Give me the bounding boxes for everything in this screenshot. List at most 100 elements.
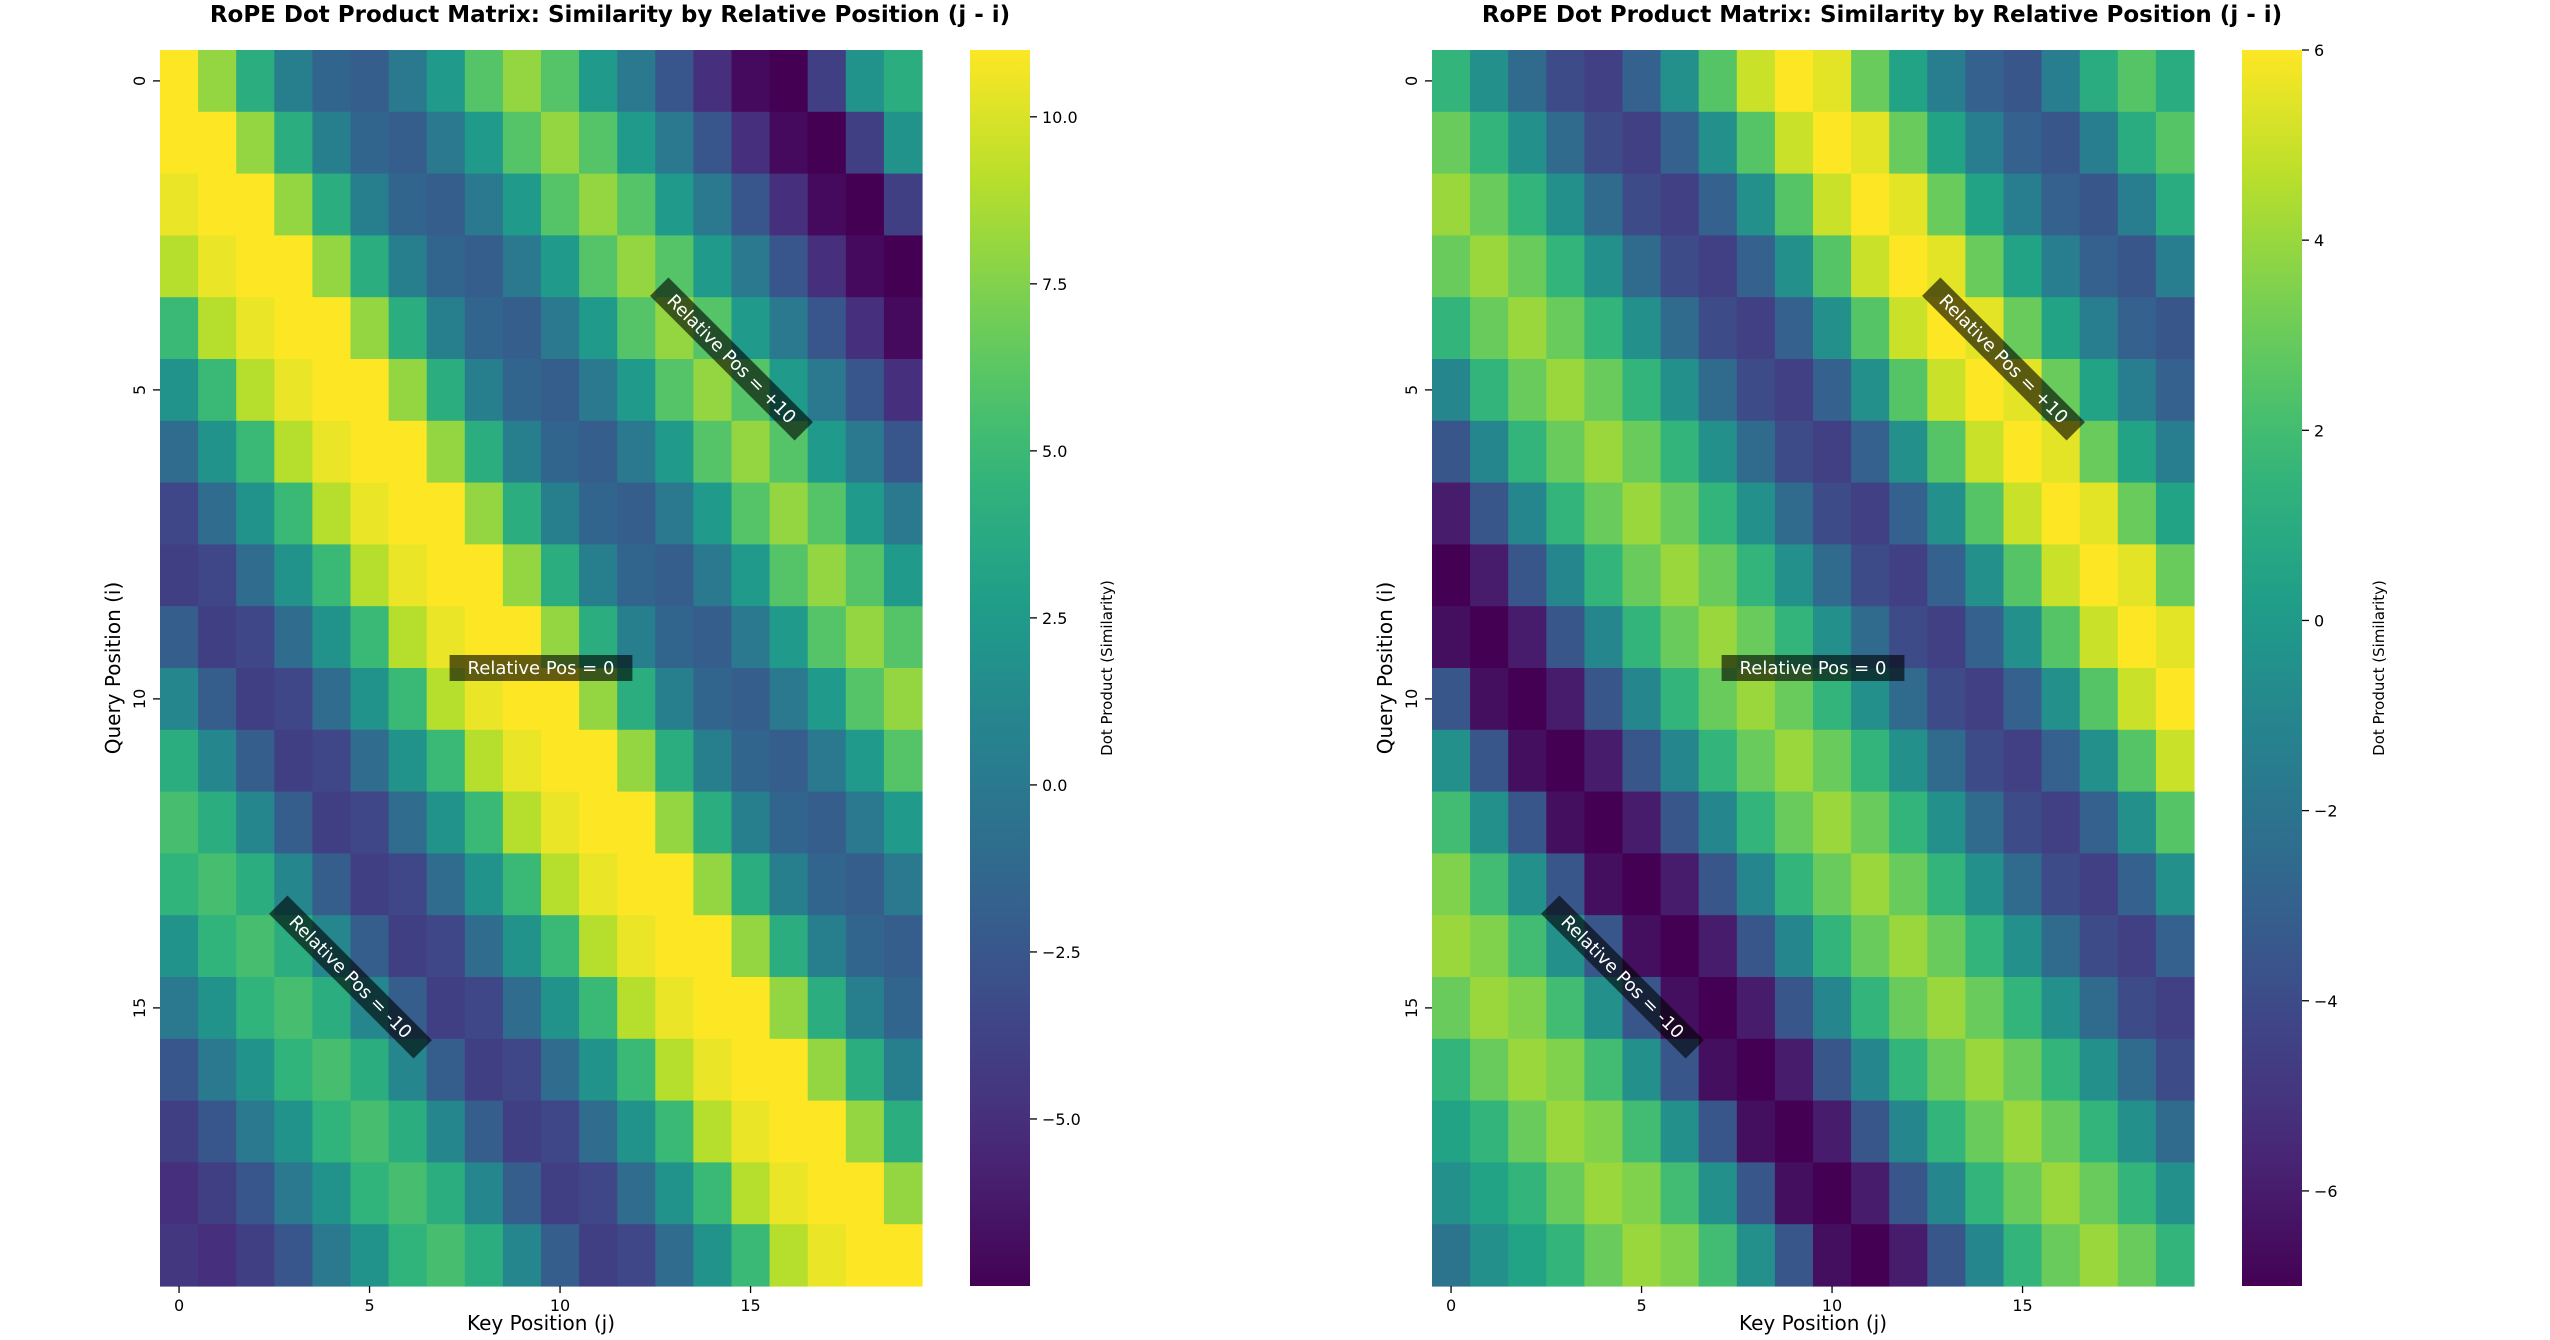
heatmap-cell — [1546, 482, 1585, 545]
heatmap-cell — [2041, 1224, 2081, 1287]
heatmap-cell — [1470, 235, 1509, 298]
heatmap-cell — [2079, 1100, 2119, 1163]
heatmap-cell — [1622, 359, 1662, 422]
heatmap-cell — [1965, 1162, 2005, 1225]
heatmap-cell — [883, 977, 923, 1040]
heatmap-cell — [1546, 668, 1585, 731]
heatmap-cell — [426, 359, 466, 422]
heatmap-cell — [2079, 853, 2119, 916]
heatmap-cell — [1622, 1038, 1662, 1102]
heatmap-cell — [883, 359, 923, 422]
heatmap-cell — [807, 915, 847, 978]
heatmap-cell — [388, 482, 428, 545]
heatmap-cell — [312, 111, 352, 175]
heatmap-cell — [1432, 297, 1471, 360]
heatmap-cell — [1584, 1038, 1624, 1102]
heatmap-cell — [2041, 482, 2081, 545]
heatmap-cell — [655, 729, 694, 793]
heatmap-cell — [160, 173, 199, 236]
heatmap-cell — [693, 668, 733, 731]
heatmap-cell — [1432, 668, 1471, 731]
heatmap-cell — [769, 977, 809, 1040]
heatmap-cell — [502, 297, 542, 360]
heatmap-cell — [1889, 1100, 1928, 1163]
heatmap-cell — [1736, 544, 1776, 607]
heatmap-cell — [388, 606, 428, 669]
heatmap-cell — [655, 482, 694, 545]
heatmap-cell — [312, 668, 352, 731]
heatmap-cell — [1889, 50, 1928, 113]
heatmap-cell — [1774, 853, 1814, 916]
y-axis-label: Query Position (i) — [101, 582, 125, 755]
heatmap-cell — [807, 606, 847, 669]
heatmap-cell — [1622, 297, 1662, 360]
heatmap-cell — [502, 853, 542, 916]
heatmap-cell — [1851, 1224, 1890, 1287]
heatmap-cell — [198, 729, 237, 793]
heatmap-cell — [1698, 791, 1738, 854]
heatmap-cell — [655, 853, 694, 916]
heatmap-cell — [1432, 544, 1471, 607]
heatmap-cell — [617, 1224, 656, 1287]
heatmap-cell — [1508, 853, 1547, 916]
heatmap-cell — [807, 111, 847, 175]
heatmap-cell — [807, 297, 847, 360]
heatmap-cell — [617, 853, 656, 916]
heatmap-cell — [274, 297, 313, 360]
heatmap-cell — [2155, 50, 2195, 113]
heatmap-cell — [1584, 544, 1624, 607]
heatmap-cell — [388, 915, 428, 978]
heatmap-cells — [160, 50, 923, 1287]
heatmap-cell — [312, 482, 352, 545]
heatmap-cell — [1698, 853, 1738, 916]
heatmap-cell — [731, 791, 771, 854]
heatmap-cell — [693, 853, 733, 916]
colorbar-tick-label: 7.5 — [1042, 275, 1067, 294]
heatmap-cell — [2003, 915, 2043, 978]
heatmap-cell — [1508, 111, 1547, 175]
heatmap-cell — [1965, 915, 2005, 978]
heatmap-cell — [2079, 1162, 2119, 1225]
heatmap-cell — [274, 1224, 313, 1287]
heatmap-cell — [1622, 235, 1662, 298]
heatmap-cell — [731, 235, 771, 298]
heatmap-cell — [1889, 1224, 1928, 1287]
heatmap-cell — [807, 977, 847, 1040]
heatmap-cell — [845, 1100, 885, 1163]
heatmap-cell — [2155, 977, 2195, 1040]
heatmap-cell — [1774, 50, 1814, 113]
heatmap-cell — [1965, 1224, 2005, 1287]
heatmap-cell — [541, 297, 580, 360]
heatmap-cell — [464, 1038, 504, 1102]
heatmap-cell — [2041, 977, 2081, 1040]
heatmap-cell — [2003, 544, 2043, 607]
heatmap-cell — [807, 1224, 847, 1287]
heatmap-cell — [160, 235, 199, 298]
annotation-box — [449, 655, 633, 681]
heatmap-cell — [2117, 420, 2157, 484]
heatmap-cell — [845, 1038, 885, 1102]
heatmap-cell — [731, 1038, 771, 1102]
heatmap-cell — [1508, 1100, 1547, 1163]
x-tick-label: 0 — [1446, 1296, 1456, 1315]
heatmap-cell — [883, 1162, 923, 1225]
heatmap-cell — [1927, 359, 1966, 422]
heatmap-cell — [693, 729, 733, 793]
heatmap-cell — [2041, 915, 2081, 978]
heatmap-cell — [198, 1224, 237, 1287]
heatmap-cell — [731, 915, 771, 978]
heatmap-cell — [2155, 111, 2195, 175]
heatmap-cell — [1736, 1162, 1776, 1225]
heatmap-cell — [1660, 359, 1700, 422]
heatmap-cell — [160, 297, 199, 360]
heatmap-cell — [579, 1038, 618, 1102]
heatmap-cell — [883, 297, 923, 360]
heatmap-cell — [693, 235, 733, 298]
heatmap-cell — [198, 853, 237, 916]
heatmap-cell — [502, 1162, 542, 1225]
heatmap-cell — [693, 50, 733, 113]
heatmap-cell — [350, 853, 390, 916]
heatmap-cell — [2041, 668, 2081, 731]
heatmap-cell — [2003, 235, 2043, 298]
heatmap-cell — [1813, 173, 1852, 236]
